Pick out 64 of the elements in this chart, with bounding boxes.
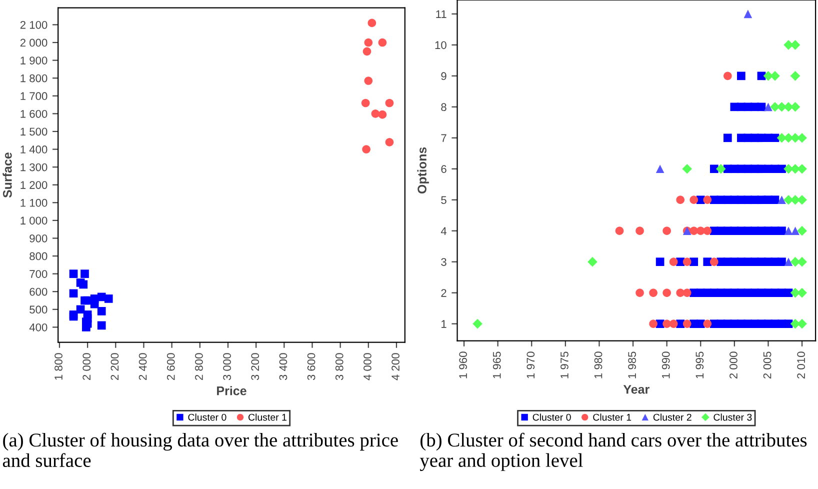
legend-label: Cluster 2 <box>653 414 692 421</box>
x-tick-label: 2 010 <box>797 352 806 378</box>
text: (a) Cluster of housing data over the attributes price and surface <box>2 432 398 468</box>
y-tick-label: 2 <box>441 289 446 297</box>
x-tick-label: 3 000 <box>223 353 231 380</box>
x-tick-label: 1 980 <box>594 352 602 378</box>
y-tick-label: 1 600 <box>20 110 48 118</box>
x-tick-label: 1 970 <box>526 352 535 378</box>
legend-label: Cluster 1 <box>593 414 632 421</box>
legend-label: Cluster 3 <box>714 414 752 421</box>
y-tick-label: 1 500 <box>20 128 48 136</box>
y-tick-label: 400 <box>29 323 48 332</box>
y-tick-label: 1 300 <box>20 163 48 172</box>
y-tick-label: 1 400 <box>20 146 48 154</box>
y-tick-label: 1 200 <box>20 181 48 189</box>
x-tick-label: 2 000 <box>82 353 91 380</box>
x-tick-label: 2 000 <box>730 352 738 378</box>
legend-label: Cluster 0 <box>188 414 226 421</box>
x-tick-label: 2 600 <box>166 353 175 380</box>
x-tick-label: 1 965 <box>492 352 501 378</box>
x-tick-label: 4 200 <box>392 353 400 380</box>
x-tick-label: 2 200 <box>110 353 119 380</box>
y-tick-label: 1 100 <box>20 198 48 207</box>
x-tick-label: 2 400 <box>138 353 147 380</box>
y-tick-label: 3 <box>441 258 446 266</box>
y-tick-label: 900 <box>30 234 48 242</box>
legend-label: Cluster 0 <box>532 414 571 421</box>
x-axis-title: Price <box>217 386 246 396</box>
text: (b) Cluster of second hand cars over the attributes year and option level <box>420 432 807 471</box>
x-tick-label: 1 975 <box>560 352 568 378</box>
x-tick-label: 3 600 <box>307 353 316 380</box>
y-tick-label: 4 <box>440 227 447 235</box>
y-tick-label: 1 900 <box>20 56 48 64</box>
y-tick-label: 6 <box>441 165 446 174</box>
x-tick-label: 2 005 <box>763 352 772 378</box>
x-tick-label: 3 400 <box>279 353 288 380</box>
x-tick-label: 1 985 <box>628 352 636 378</box>
y-tick-label: 600 <box>30 288 48 296</box>
y-tick-label: 11 <box>436 10 446 18</box>
y-axis-title: Surface <box>2 152 12 198</box>
y-axis-title: Options <box>417 147 429 194</box>
y-tick-label: 1 000 <box>20 216 48 225</box>
y-tick-label: 10 <box>435 41 446 50</box>
x-tick-label: 3 200 <box>251 353 260 380</box>
y-tick-label: 500 <box>30 306 48 314</box>
x-tick-label: 1 990 <box>662 352 670 378</box>
y-tick-label: 800 <box>30 252 48 260</box>
y-tick-label: 5 <box>441 196 446 204</box>
legend-label: Cluster 1 <box>248 414 286 421</box>
x-tick-label: 4 000 <box>364 353 372 380</box>
x-tick-label: 2 800 <box>195 353 203 380</box>
y-tick-label: 2 000 <box>20 38 48 47</box>
x-axis-title: Year <box>623 385 650 394</box>
x-tick-label: 1 960 <box>459 352 468 378</box>
y-tick-label: 1 <box>442 320 446 328</box>
y-tick-label: 8 <box>441 103 446 112</box>
y-tick-label: 7 <box>441 134 446 142</box>
x-tick-label: 1 995 <box>696 352 704 378</box>
y-tick-label: 9 <box>441 72 446 80</box>
y-tick-label: 2 100 <box>20 20 48 29</box>
y-tick-label: 700 <box>30 270 48 278</box>
y-tick-label: 1 800 <box>20 74 48 82</box>
x-tick-label: 3 800 <box>335 353 344 380</box>
y-tick-label: 1 700 <box>20 92 48 100</box>
